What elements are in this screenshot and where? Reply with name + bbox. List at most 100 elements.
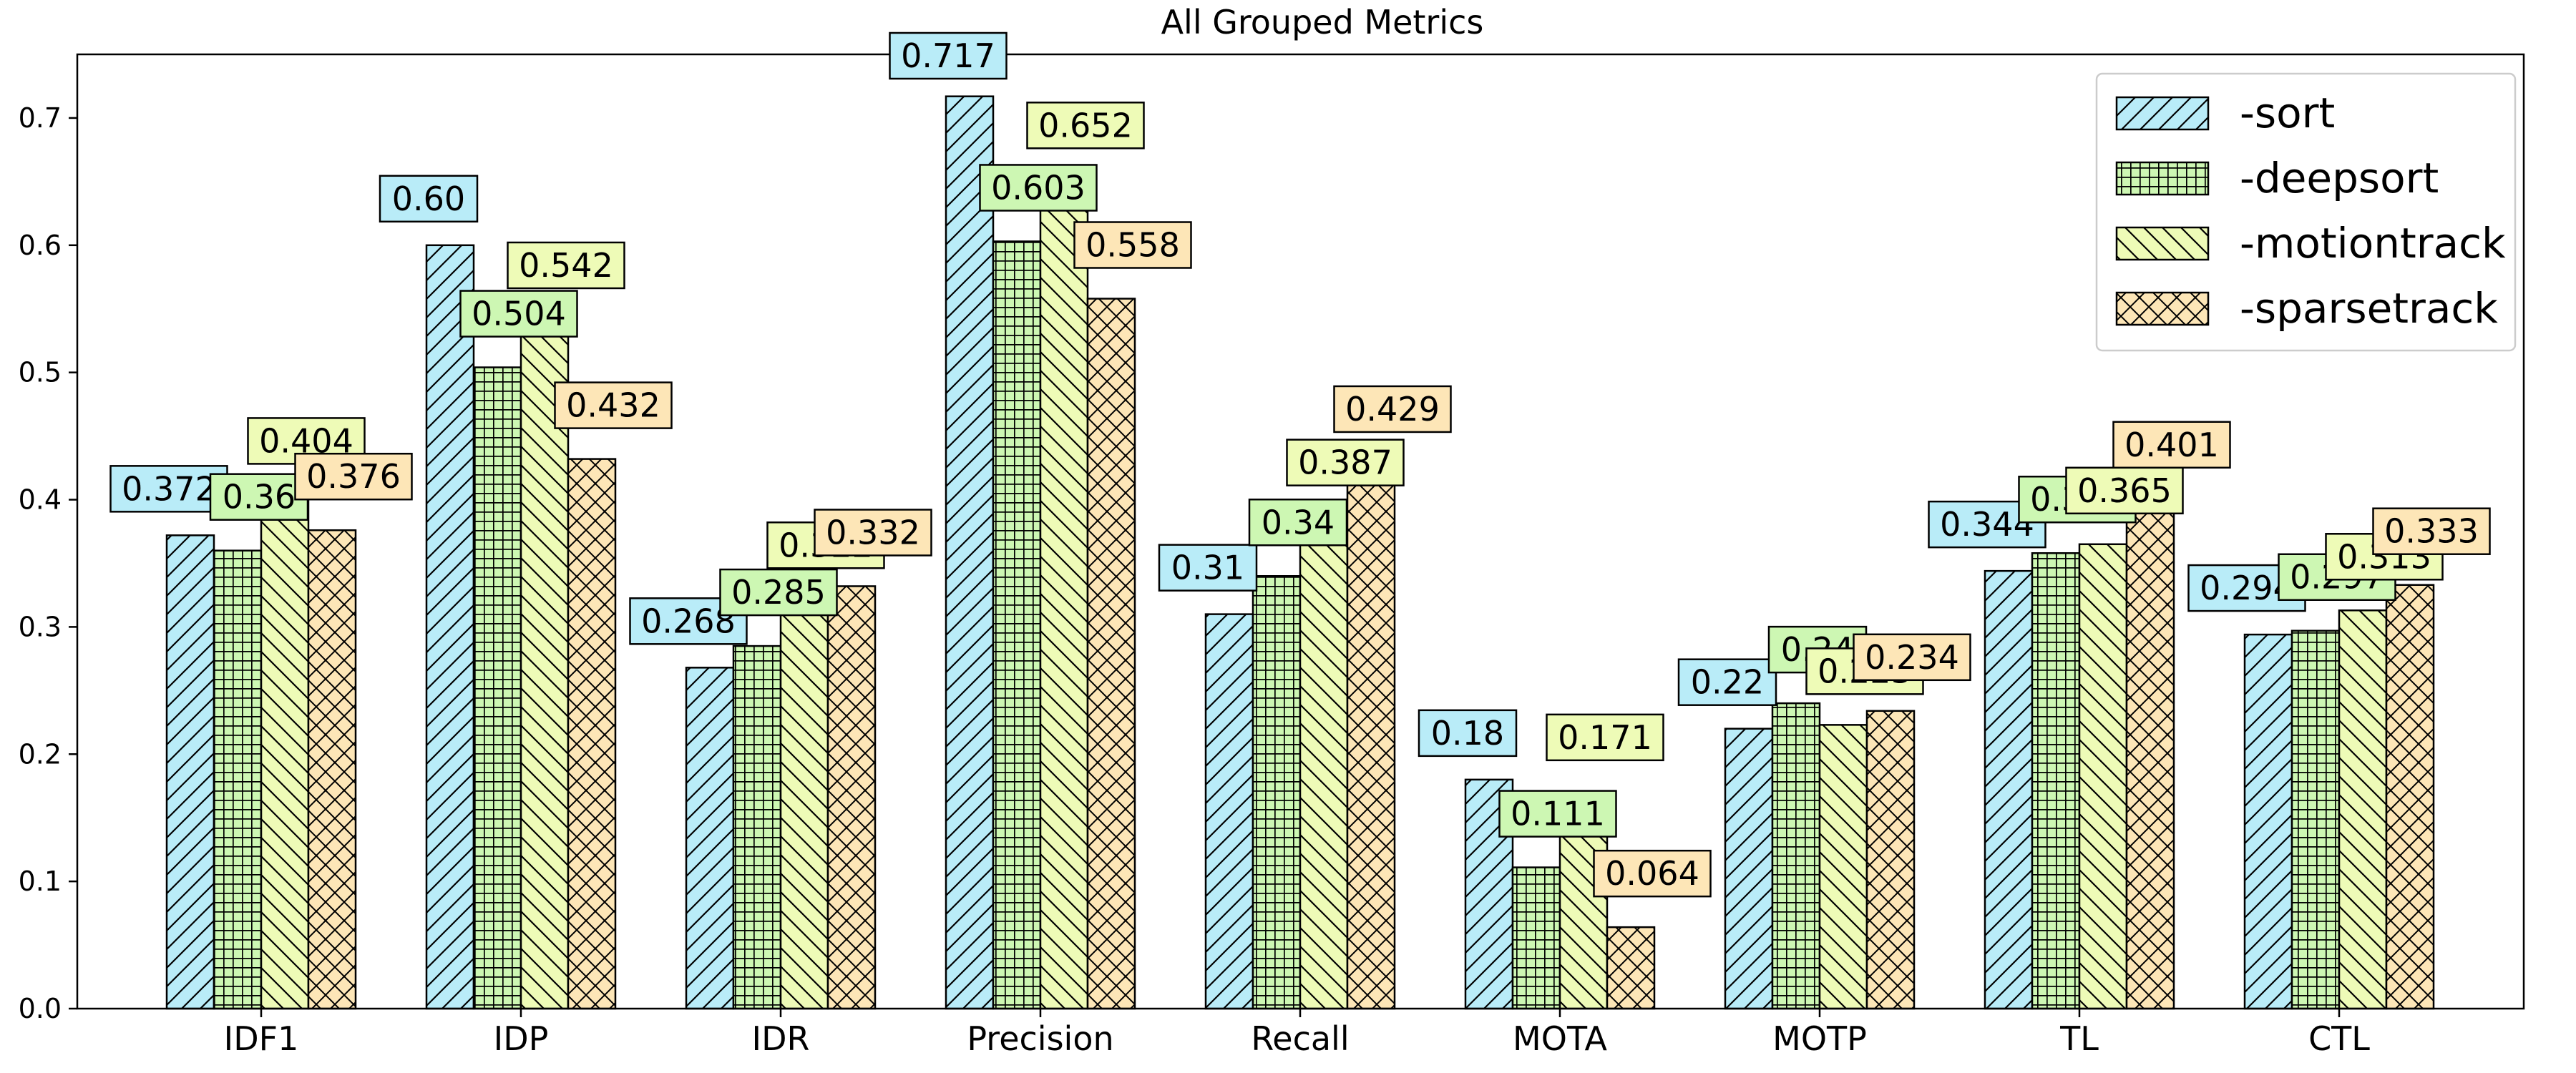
bar-hatch-sparsetrack-idf1: [307, 529, 357, 1010]
data-label-box: [1593, 849, 1712, 898]
bars-layer: [165, 95, 2435, 1010]
data-label-box: [507, 241, 625, 290]
data-label-sparsetrack-tl: 0.401: [2112, 421, 2231, 469]
data-label-box: [1073, 221, 1192, 269]
legend-label-sort: -sort: [2240, 89, 2335, 137]
bar-hatch-sort-tl: [1984, 569, 2034, 1010]
data-label-box: [979, 164, 1098, 212]
bar-hatch-deepsort-idf1: [213, 549, 263, 1010]
legend-swatch-hatch: [2115, 226, 2210, 261]
bar-hatch-sort-motp: [1724, 727, 1774, 1010]
data-label-text: 0.60: [392, 180, 465, 218]
data-label-deepsort-idr: 0.285: [719, 568, 838, 617]
legend-entry-deepsort: -deepsort: [2115, 154, 2439, 202]
bar-hatch-sparsetrack-tl: [2125, 497, 2175, 1010]
data-label-deepsort-precision: 0.603: [979, 164, 1098, 212]
bar-hatch-motiontrack-ctl: [2338, 609, 2388, 1010]
data-label-box: [1333, 385, 1452, 433]
data-label-deepsort-idp: 0.504: [459, 290, 578, 338]
data-label-motiontrack-tl: 0.365: [2065, 466, 2184, 515]
data-label-box: [209, 473, 309, 521]
data-label-text: 0.332: [826, 513, 920, 552]
bar-hatch-motiontrack-precision: [1039, 178, 1089, 1010]
bar-hatch-sparsetrack-idp: [567, 458, 617, 1010]
bar-hatch-sparsetrack-recall: [1346, 461, 1396, 1010]
data-label-box: [1286, 438, 1405, 486]
bar-hatch-deepsort-recall: [1252, 575, 1302, 1010]
data-label-sort-recall: 0.31: [1158, 544, 1258, 592]
data-label-box: [459, 290, 578, 338]
data-label-text: 0.31: [1171, 549, 1244, 587]
y-tick-label: 0.4: [19, 484, 62, 516]
data-label-sort-motp: 0.22: [1677, 658, 1777, 706]
data-label-deepsort-mota: 0.111: [1498, 790, 1617, 838]
legend-label-deepsort: -deepsort: [2240, 154, 2439, 202]
data-labels-layer: 0.372 0.360.4040.3760.600.5040.5420.4320.…: [109, 31, 2491, 898]
legend-label-motiontrack: -motiontrack: [2240, 219, 2506, 268]
y-tick-label: 0.5: [19, 357, 62, 388]
bar-hatch-sort-precision: [945, 95, 995, 1010]
data-label-box: [554, 381, 673, 429]
data-label-sparsetrack-idp: 0.432: [554, 381, 673, 429]
data-label-text: 0.064: [1605, 854, 1699, 893]
bar-hatch-sparsetrack-mota: [1606, 926, 1656, 1010]
axes-layer: 0.0 0.1 0.2 0.3 0.4 0.5 0.6 0.7 IDF1 IDP IDR Precis…: [19, 53, 2525, 1058]
data-label-motiontrack-precision: 0.652: [1026, 102, 1145, 150]
data-label-sparsetrack-idr: 0.332: [814, 509, 932, 557]
data-label-box: [109, 465, 228, 513]
data-label-text: 0.652: [1038, 106, 1133, 144]
bar-hatch-motiontrack-idf1: [260, 494, 310, 1010]
y-tick-label: 0.3: [19, 611, 62, 642]
data-label-motiontrack-idp: 0.542: [507, 241, 625, 290]
legend-entry-sparsetrack: -sparsetrack: [2115, 284, 2498, 333]
data-label-box: [814, 509, 932, 557]
data-label-sparsetrack-motp: 0.234: [1853, 633, 1971, 682]
data-label-sort-idp: 0.60: [379, 175, 479, 223]
bar-hatch-sort-idr: [685, 667, 735, 1010]
data-label-box: [294, 452, 413, 501]
bar-hatch-sort-idf1: [165, 534, 215, 1010]
data-label-sort-mota: 0.18: [1418, 709, 1518, 758]
x-tick-label-idf1: IDF1: [224, 1019, 299, 1058]
bar-hatch-deepsort-tl: [2031, 552, 2081, 1010]
data-label-box: [1853, 633, 1971, 682]
data-label-text: 0.542: [519, 246, 613, 285]
bar-hatch-sort-ctl: [2243, 633, 2293, 1010]
data-label-text: 0.504: [472, 295, 566, 333]
data-label-deepsort-recall: 0.34: [1248, 499, 1348, 547]
bar-hatch-motiontrack-tl: [2078, 543, 2128, 1010]
x-tick-label-idr: IDR: [752, 1019, 810, 1058]
data-label-text: 0.387: [1298, 444, 1392, 482]
chart-title: All Grouped Metrics: [1161, 3, 1484, 41]
data-label-motiontrack-recall: 0.387: [1286, 438, 1405, 486]
data-label-box: [379, 175, 479, 223]
data-label-sparsetrack-idf1: 0.376: [294, 452, 413, 501]
data-label-text: 0.111: [1511, 795, 1605, 833]
bar-hatch-sparsetrack-precision: [1086, 298, 1136, 1010]
data-label-box: [1677, 658, 1777, 706]
legend-frame: [2095, 72, 2517, 352]
bar-hatch-motiontrack-motp: [1818, 724, 1868, 1010]
bar-hatch-deepsort-idr: [732, 645, 782, 1010]
data-label-sort-precision: 0.717: [889, 31, 1008, 80]
legend-swatch-hatch: [2115, 96, 2210, 131]
data-label-text: 0.34: [1262, 503, 1335, 542]
data-label-box: [1498, 790, 1617, 838]
data-label-text: 0.603: [991, 168, 1085, 207]
data-label-box: [1026, 102, 1145, 150]
data-label-sparsetrack-mota: 0.064: [1593, 849, 1712, 898]
data-label-text: 0.285: [731, 573, 826, 612]
data-label-text: 0.558: [1085, 226, 1180, 265]
x-tick-label-ctl: CTL: [2308, 1019, 2370, 1058]
data-label-box: [1248, 499, 1348, 547]
legend-entry-sort: -sort: [2115, 89, 2335, 137]
x-tick-label-recall: Recall: [1251, 1019, 1349, 1058]
data-label-text: 0.234: [1865, 638, 1959, 677]
data-label-motiontrack-ctl: 0.313: [2325, 533, 2444, 581]
data-label-text: 0.401: [2124, 426, 2219, 464]
data-label-sparsetrack-ctl: 0.333: [2372, 507, 2491, 555]
data-label-text: 0.365: [2077, 471, 2172, 510]
bar-hatch-sort-idp: [425, 244, 475, 1010]
y-tick-label: 0.2: [19, 738, 62, 770]
